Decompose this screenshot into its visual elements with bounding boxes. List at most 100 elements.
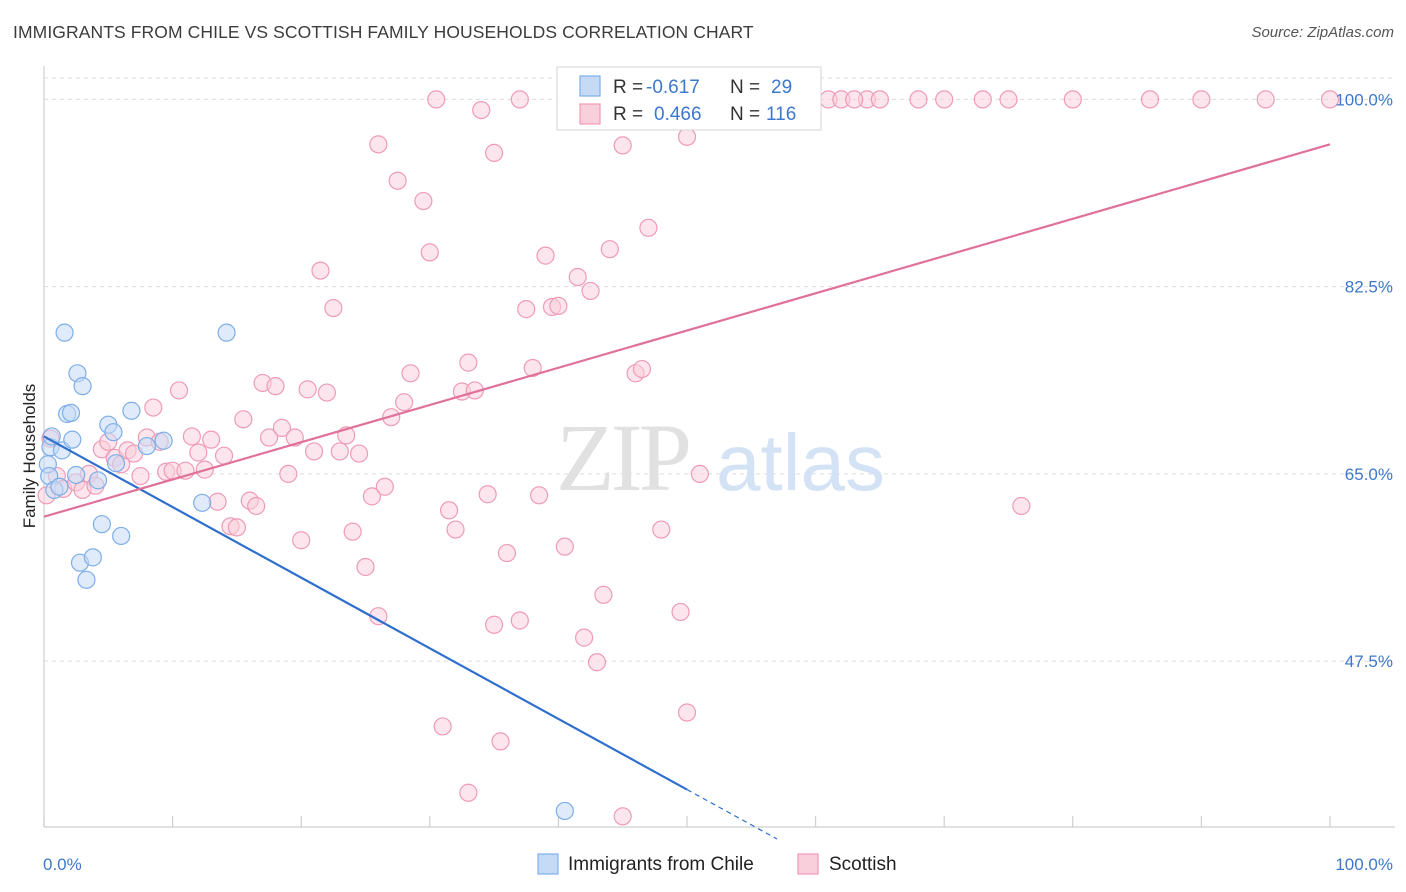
chart-title: IMMIGRANTS FROM CHILE VS SCOTTISH FAMILY…	[13, 22, 754, 42]
watermark-zip: ZIP	[556, 404, 689, 511]
bottom-legend-label-chile: Immigrants from Chile	[568, 854, 754, 875]
scottish-point-69	[510, 611, 529, 630]
bottom-legend-swatch-chile	[537, 853, 559, 875]
chile-point-24	[137, 436, 156, 456]
scottish-point-39	[292, 531, 311, 550]
scottish-point-50	[362, 487, 382, 506]
scottish-point-32	[247, 496, 266, 516]
legend-swatch-scottish	[579, 103, 601, 125]
legend-n-label-1: N =	[730, 77, 760, 98]
gridlines	[44, 77, 1395, 662]
series-chile-points	[38, 323, 574, 821]
x-tick-label-1: 100.0%	[1335, 855, 1393, 874]
scottish-point-35	[266, 377, 285, 396]
scottish-point-57	[414, 191, 433, 211]
chile-point-21	[106, 454, 126, 473]
scottish-point-83	[613, 136, 632, 155]
scottish-point-56	[401, 364, 420, 383]
scottish-point-29	[227, 518, 246, 537]
stats-legend: R = -0.617 N = 29 R = 0.466 N = 116	[556, 66, 822, 131]
scottish-point-103	[510, 90, 529, 109]
scottish-point-54	[388, 171, 407, 190]
chile-point-17	[88, 471, 108, 490]
scottish-point-42	[311, 261, 330, 280]
scottish-point-27	[214, 446, 234, 465]
scottish-point-16	[144, 398, 163, 417]
scottish-point-68	[497, 543, 517, 563]
scottish-point-47	[343, 522, 362, 541]
scottish-point-82	[600, 240, 619, 259]
scottish-point-25	[202, 430, 221, 449]
chile-point-7	[55, 323, 74, 342]
scottish-point-72	[530, 486, 549, 505]
scottish-point-65	[478, 485, 497, 504]
chile-point-3	[42, 427, 61, 446]
scottish-point-55	[394, 393, 414, 412]
scottish-point-77	[568, 267, 587, 287]
series-legend: Immigrants from Chile Scottish	[537, 853, 897, 875]
y-tick-label-0: 47.5%	[1345, 652, 1393, 671]
scottish-point-48	[349, 444, 369, 463]
scottish-point-118	[845, 90, 864, 109]
chile-trend-extension	[686, 789, 778, 840]
scottish-point-96	[909, 90, 928, 109]
y-tick-label-3: 100.0%	[1335, 90, 1393, 109]
chile-point-25	[154, 431, 173, 450]
scottish-trend-line	[43, 143, 1331, 518]
scottish-point-110	[427, 90, 446, 109]
legend-r-label-2: R =	[613, 104, 643, 125]
scottish-point-87	[652, 520, 671, 539]
scottish-point-90	[690, 464, 709, 483]
scottish-point-14	[131, 466, 150, 486]
legend-r-value-2: 0.466	[654, 104, 702, 125]
scottish-point-76	[555, 537, 574, 556]
scottish-point-52	[375, 477, 394, 496]
y-tick-label-1: 65.0%	[1345, 465, 1393, 484]
scottish-point-101	[1140, 90, 1160, 109]
chile-point-23	[122, 401, 141, 420]
scottish-point-88	[671, 602, 690, 622]
trend-lines	[43, 143, 1331, 840]
legend-r-label-1: R =	[613, 77, 643, 98]
scottish-point-98	[999, 90, 1018, 109]
chile-point-10	[63, 430, 82, 449]
chile-point-22	[112, 526, 131, 546]
bottom-legend-label-scottish: Scottish	[829, 854, 897, 875]
chile-point-27	[217, 323, 236, 342]
legend-n-value-1: 29	[771, 77, 792, 98]
scottish-point-23	[189, 443, 208, 462]
scottish-point-81	[594, 585, 613, 604]
chile-point-5	[50, 477, 69, 496]
chile-point-16	[83, 548, 102, 567]
scottish-point-105	[459, 783, 478, 802]
series-scottish-points	[37, 90, 1340, 826]
chile-point-18	[92, 515, 111, 534]
scottish-point-49	[356, 557, 375, 577]
scottish-point-66	[485, 615, 504, 634]
chart-source: Source: ZipAtlas.com	[1251, 24, 1394, 41]
y-tick-label-2: 82.5%	[1345, 278, 1393, 297]
scottish-point-108	[472, 100, 491, 120]
scottish-point-106	[613, 807, 632, 826]
scottish-point-58	[420, 243, 439, 262]
scottish-point-26	[208, 492, 227, 511]
scottish-point-111	[677, 127, 697, 146]
watermark-atlas: atlas	[716, 418, 885, 507]
x-tick-label-0: 0.0%	[43, 855, 82, 874]
scottish-point-20	[169, 381, 189, 400]
scottish-point-45	[330, 442, 349, 461]
chile-point-26	[193, 493, 212, 512]
scottish-point-99	[1012, 496, 1031, 516]
scottish-point-117	[1256, 90, 1275, 109]
scottish-point-85	[632, 359, 652, 379]
scottish-point-60	[439, 501, 459, 520]
scottish-point-30	[234, 410, 253, 429]
chile-trend-line	[43, 435, 688, 791]
scottish-point-79	[581, 281, 600, 301]
scottish-point-41	[304, 442, 324, 461]
scottish-point-70	[517, 300, 536, 319]
legend-swatch-chile	[579, 75, 601, 97]
bottom-legend-swatch-scottish	[797, 853, 819, 875]
scottish-point-71	[523, 358, 542, 378]
